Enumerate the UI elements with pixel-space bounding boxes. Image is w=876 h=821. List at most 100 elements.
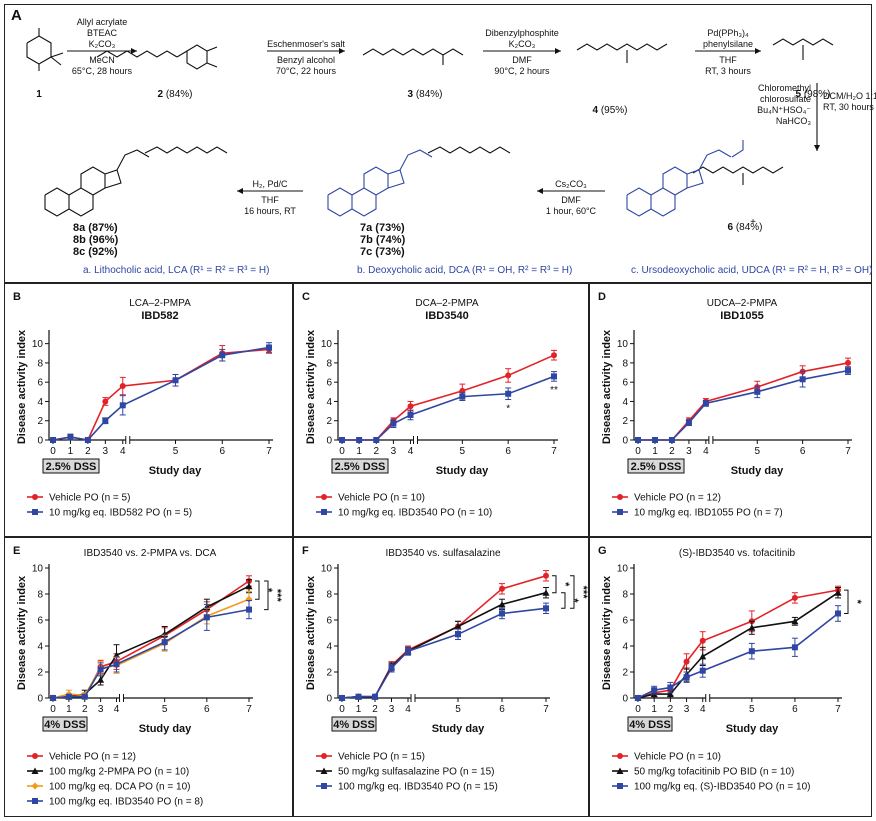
data-point xyxy=(459,393,466,400)
data-point xyxy=(791,594,798,601)
data-point xyxy=(390,420,397,427)
step-1-reagent: BTEAC xyxy=(87,28,118,38)
steroid-7-sidechain xyxy=(399,149,433,171)
x-tick-label: 7 xyxy=(551,446,557,457)
data-point xyxy=(685,419,692,426)
bracket-label: * xyxy=(559,582,571,587)
y-axis-label: Disease activity index xyxy=(601,575,613,690)
y-tick-label: 6 xyxy=(622,616,628,627)
x-tick-label: 0 xyxy=(635,704,641,715)
y-tick-label: 8 xyxy=(622,590,628,601)
legend-marker xyxy=(321,494,327,500)
y-tick-label: 4 xyxy=(326,397,332,408)
series-line xyxy=(637,589,839,699)
dss-box xyxy=(331,716,377,732)
panel-label-D: D xyxy=(598,291,606,303)
significance-star: ** xyxy=(550,385,558,396)
data-point xyxy=(683,674,690,681)
step-2-condition: 70°C, 22 hours xyxy=(276,66,337,76)
data-point xyxy=(667,684,674,691)
y-tick-label: 2 xyxy=(37,668,43,679)
legend-marker xyxy=(321,753,327,759)
step-1-reagent: K₂CO₃ xyxy=(89,39,116,49)
chart-subtitle-B: IBD582 xyxy=(141,310,178,322)
step-6-condition: 1 hour, 60°C xyxy=(546,206,597,216)
footnote-0: a. Lithocholic acid, LCA (R¹ = R² = R³ =… xyxy=(83,265,269,276)
step-7-reagent: H₂, Pd/C xyxy=(252,179,288,189)
x-tick-label: 4 xyxy=(114,704,120,715)
series-2 xyxy=(49,590,253,702)
steroid-8-ringB xyxy=(68,187,94,217)
data-point xyxy=(699,637,706,644)
data-point xyxy=(505,390,512,397)
y-tick-label: 8 xyxy=(37,358,43,369)
x-tick-label: 7 xyxy=(845,446,851,457)
steroid-7-ringB xyxy=(351,187,377,217)
steroid-8-ringD xyxy=(104,169,122,189)
dss-box xyxy=(331,458,389,474)
x-tick-label: 1 xyxy=(68,446,74,457)
reaction-arrow-1-head xyxy=(131,48,137,54)
data-point xyxy=(845,359,851,366)
chart-title-C: DCA–2-PMPA xyxy=(415,298,478,309)
legend-marker xyxy=(320,767,328,774)
compound-2-me1 xyxy=(206,46,218,52)
data-point xyxy=(113,661,120,668)
x-tick-label: 0 xyxy=(50,704,56,715)
legend-label-1: 10 mg/kg eq. IBD3540 PO (n = 10) xyxy=(338,508,492,519)
series-1 xyxy=(50,342,272,443)
data-point xyxy=(699,667,706,674)
significance-bracket xyxy=(264,580,269,611)
step-7-condition: 16 hours, RT xyxy=(244,206,296,216)
dss-box xyxy=(42,458,100,474)
x-tick-label: 0 xyxy=(339,446,345,457)
data-point xyxy=(505,372,512,379)
steroid-7-ringC xyxy=(363,166,389,196)
significance-bracket xyxy=(561,592,566,609)
significance-bracket xyxy=(570,575,575,609)
reaction-arrow-3-head xyxy=(555,48,561,54)
panel-b: B LCA–2-PMPA IBD582 0 2 4 6 8 10 0 1 2 3 4 5 6 7 Disease … xyxy=(4,283,293,537)
legend-marker xyxy=(32,494,38,500)
x-tick-label: 7 xyxy=(835,704,841,715)
x-tick-label: 4 xyxy=(700,704,706,715)
step-1-reagent: Allyl acrylate xyxy=(77,17,128,27)
dss-label: 2.5% DSS xyxy=(46,461,97,473)
series-line xyxy=(341,575,547,699)
x-tick-label: 0 xyxy=(50,446,56,457)
x-tick-label: 4 xyxy=(408,446,414,457)
data-point xyxy=(668,437,675,443)
panel-e: E IBD3540 vs. 2-PMPA vs. DCA 0 2 4 6 8 10 0 1 2 3 4 5… xyxy=(4,537,293,817)
data-point xyxy=(542,589,550,596)
data-point xyxy=(119,402,126,409)
data-point xyxy=(97,666,104,673)
y-tick-label: 8 xyxy=(326,358,332,369)
legend-marker xyxy=(32,798,38,804)
data-point xyxy=(791,617,799,625)
y-axis-label: Disease activity index xyxy=(305,329,317,444)
data-point xyxy=(245,595,253,603)
dss-label: 2.5% DSS xyxy=(335,461,386,473)
steroid-8-ringC xyxy=(80,166,106,196)
y-axis-label: Disease activity index xyxy=(16,575,28,690)
synthesis-scheme-svg: 1 2 (84%) 3 (84%) 4 (95%) 5 (98%) 6 (84%) Ally… xyxy=(26,17,876,276)
chart-title-D: UDCA–2-PMPA xyxy=(707,298,778,309)
y-tick-label: 10 xyxy=(321,564,333,575)
product-8-linker xyxy=(144,146,228,154)
steroid-acid-ringA xyxy=(626,187,652,217)
compound-3-label: 3 (84%) xyxy=(407,89,442,100)
data-point xyxy=(799,376,806,383)
panel-label-F: F xyxy=(302,545,309,557)
legend-marker xyxy=(616,767,624,774)
y-tick-label: 4 xyxy=(326,642,332,653)
x-tick-label: 5 xyxy=(754,446,760,457)
series-3 xyxy=(50,600,252,701)
data-point xyxy=(245,582,253,590)
bile-acid-cooh xyxy=(731,140,744,158)
series-0 xyxy=(339,570,549,701)
panel-g: G (S)-IBD3540 vs. tofacitinib 0 2 4 6 8 10 0 1 2 3 4… xyxy=(589,537,872,817)
y-tick-label: 2 xyxy=(326,416,332,427)
x-tick-label: 4 xyxy=(405,704,411,715)
